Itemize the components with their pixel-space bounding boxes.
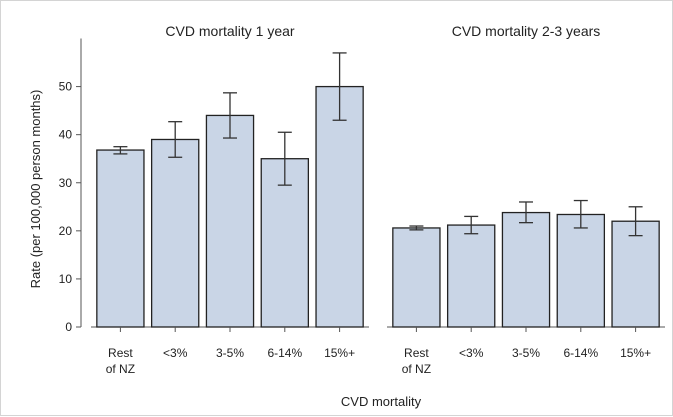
y-tick-label: 20 (59, 224, 73, 238)
x-tick-label: 15%+ (620, 346, 651, 360)
bar (96, 149, 145, 328)
y-tick-label: 40 (59, 128, 73, 142)
bar (315, 85, 364, 328)
bar (392, 227, 441, 328)
x-tick-label: 6-14% (267, 346, 302, 360)
x-tick-label: 3-5% (216, 346, 244, 360)
y-tick-label: 10 (59, 272, 73, 286)
bar (260, 158, 310, 328)
bar (205, 114, 255, 328)
y-tick-label: 30 (59, 176, 73, 190)
x-tick-label: <3% (459, 346, 484, 360)
bar (501, 211, 551, 328)
y-axis-title: Rate (per 100,000 person months) (28, 90, 43, 289)
bar (556, 213, 606, 328)
plot-area: 0 10 20 30 40 50 CVD mortality 1 year Rest of NZ… (59, 23, 665, 376)
bar (446, 224, 496, 328)
x-tick-label: 6-14% (563, 346, 598, 360)
y-tick-label: 50 (59, 80, 73, 94)
x-tick-label: 3-5% (512, 346, 540, 360)
x-tick-label: Rest of NZ (402, 346, 431, 376)
panel-title: CVD mortality 1 year (165, 23, 294, 39)
x-tick-label: 15%+ (324, 346, 355, 360)
x-axis-title: CVD mortality (341, 394, 422, 409)
panel-title: CVD mortality 2-3 years (452, 23, 601, 39)
x-tick-label: <3% (163, 346, 188, 360)
bar (150, 138, 200, 328)
x-tick-label: Rest of NZ (106, 346, 135, 376)
bar (611, 220, 660, 328)
y-tick-label: 0 (65, 320, 72, 334)
